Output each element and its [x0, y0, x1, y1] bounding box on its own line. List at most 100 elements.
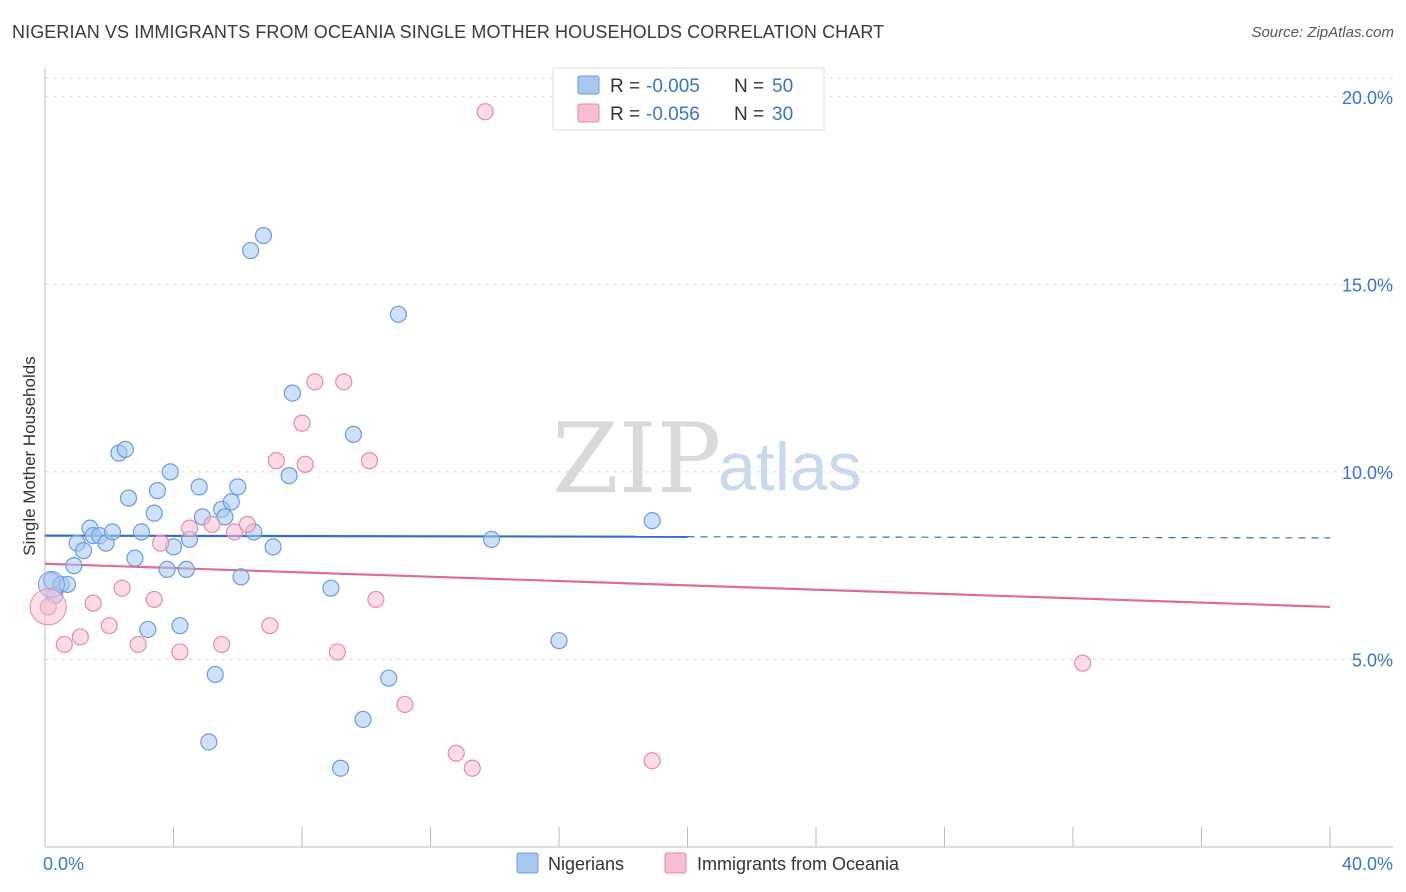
bottom-legend-swatch-oceania [664, 852, 687, 874]
y-tick-label: 10.0% [1342, 463, 1393, 483]
bottom-legend: Nigerians Immigrants from Oceania [516, 852, 900, 874]
oceania-point [267, 452, 285, 470]
oceania-point [203, 515, 221, 533]
nigerians-point [65, 557, 83, 575]
nigerians-point [161, 463, 179, 481]
nigerians-point [380, 669, 398, 687]
legend-n-value-2: 30 [772, 104, 793, 125]
nigerians-point [116, 440, 134, 458]
nigerians-point [482, 530, 501, 549]
nigerians-point [254, 226, 273, 245]
nigerians-point [280, 467, 298, 485]
oceania-point [463, 759, 481, 777]
legend-r-label-1: R = [610, 76, 640, 97]
oceania-point [152, 534, 170, 552]
legend-n-label-1: N = [734, 76, 764, 97]
oceania-point [71, 628, 89, 646]
y-tick-label: 20.0% [1342, 88, 1393, 108]
legend-n-value-1: 50 [772, 76, 793, 97]
nigerians-trend-line [44, 534, 688, 538]
oceania-point [129, 635, 147, 654]
legend-swatch-oceania [577, 103, 600, 123]
oceania-point [55, 635, 73, 654]
data-points [29, 103, 1092, 777]
nigerians-trend-line-dashed [687, 536, 1331, 539]
nigerians-point [232, 568, 250, 586]
oceania-point [447, 744, 465, 762]
nigerians-point [158, 560, 176, 579]
nigerians-point [206, 665, 224, 684]
oceania-point [84, 594, 102, 612]
nigerians-point [200, 733, 218, 751]
nigerians-point [139, 620, 157, 639]
oceania-point [29, 588, 67, 626]
legend-n-label-2: N = [734, 104, 764, 125]
bottom-legend-label-oceania: Immigrants from Oceania [697, 854, 900, 874]
oceania-point [261, 617, 279, 635]
y-tick-label: 15.0% [1342, 275, 1393, 295]
nigerians-point [643, 512, 661, 530]
nigerians-point [229, 478, 247, 496]
watermark: ZIP atlas [552, 403, 862, 515]
chart-title: NIGERIAN VS IMMIGRANTS FROM OCEANIA SING… [12, 22, 885, 42]
legend-r-value-1: -0.005 [646, 76, 700, 97]
oceania-point [293, 414, 311, 432]
oceania-trend-line [44, 562, 1331, 609]
oceania-point [306, 373, 324, 391]
legend-box: R = -0.005 N = 50 R = -0.056 N = 30 [552, 67, 825, 131]
oceania-point [360, 452, 379, 470]
nigerians-point [103, 523, 122, 541]
nigerians-point [177, 560, 195, 579]
oceania-point [335, 373, 353, 391]
watermark-atlas: atlas [718, 429, 862, 505]
nigerians-point [264, 538, 282, 556]
oceania-point [100, 617, 118, 635]
y-tick-label: 5.0% [1352, 650, 1393, 670]
oceania-point [113, 579, 131, 597]
nigerians-point [242, 241, 260, 260]
legend-swatch-nigerians [577, 75, 600, 95]
bottom-legend-label-nigerians: Nigerians [548, 854, 624, 874]
oceania-point [145, 590, 163, 609]
nigerians-point [331, 759, 350, 777]
x-tick-label: 40.0% [1342, 854, 1393, 874]
nigerians-point [190, 478, 208, 496]
oceania-point [328, 643, 346, 661]
oceania-point [367, 590, 385, 609]
bottom-legend-swatch-nigerians [516, 852, 539, 874]
nigerians-point [344, 425, 362, 443]
nigerians-point [550, 632, 568, 650]
oceania-point [180, 519, 199, 537]
nigerians-point [171, 617, 189, 635]
oceania-point [296, 455, 314, 473]
nigerians-point [74, 542, 93, 560]
nigerians-point [145, 504, 163, 522]
nigerians-point [126, 549, 144, 567]
axes: 5.0% 10.0% 15.0% 20.0% 0.0% 40.0% [43, 68, 1393, 874]
nigerians-point [132, 523, 150, 541]
oceania-point [171, 643, 189, 661]
legend-r-value-2: -0.056 [646, 104, 700, 125]
nigerians-point [354, 710, 372, 729]
legend-r-label-2: R = [610, 104, 640, 125]
nigerians-point [283, 384, 301, 402]
x-tick-label: 0.0% [43, 854, 84, 874]
nigerians-point [322, 579, 340, 597]
nigerians-point [389, 305, 407, 323]
watermark-zip: ZIP [552, 403, 721, 515]
oceania-point [643, 752, 661, 770]
oceania-point [1074, 654, 1092, 672]
nigerians-point [216, 508, 234, 526]
nigerians-point [148, 482, 167, 500]
oceania-point [396, 695, 414, 714]
chart-source: Source: ZipAtlas.com [1251, 24, 1394, 41]
nigerians-point [119, 489, 138, 507]
oceania-point [476, 103, 494, 121]
oceania-point [238, 515, 256, 533]
y-axis-title: Single Mother Households [20, 356, 39, 555]
trend-lines [44, 534, 1331, 609]
nigerians-point [222, 493, 240, 511]
oceania-point [213, 635, 231, 654]
oceania-point [225, 523, 244, 541]
